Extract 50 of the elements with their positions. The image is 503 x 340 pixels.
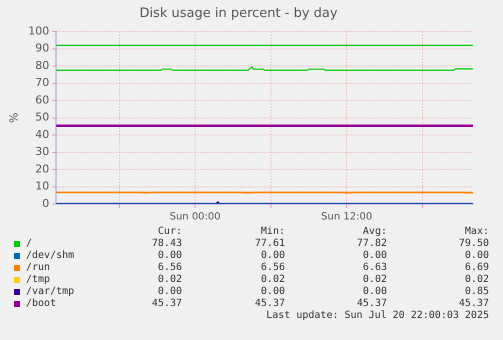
- text: 0.00: [260, 286, 285, 298]
- y-tick-label: 60: [35, 93, 50, 106]
- text: 0.00: [260, 250, 285, 262]
- text: 6.63: [362, 262, 387, 274]
- legend-label: /tmp: [26, 274, 50, 286]
- y-axis-title: %: [7, 112, 20, 124]
- text: 78.43: [150, 238, 182, 250]
- text: 6.56: [156, 262, 182, 274]
- text: 77.61: [254, 238, 285, 250]
- text: Min:: [260, 226, 285, 238]
- text: 0.00: [156, 286, 182, 298]
- text: 0.02: [260, 274, 285, 286]
- text: 0.00: [362, 286, 387, 298]
- text: 77.82: [356, 238, 387, 250]
- y-tick-label: 20: [35, 162, 50, 176]
- text: 0.02: [156, 274, 182, 286]
- text: Cur:: [156, 226, 182, 238]
- text: 0.85: [464, 286, 489, 298]
- text: 6.69: [464, 262, 489, 274]
- legend-label: /boot: [26, 298, 56, 310]
- text: 45.37: [254, 298, 285, 310]
- legend-label: /dev/shm: [26, 250, 74, 262]
- text: 0.00: [156, 250, 182, 262]
- text: Avg:: [362, 226, 387, 238]
- y-tick-label: 70: [35, 76, 50, 90]
- text: 0.02: [362, 274, 387, 286]
- text: 45.37: [150, 298, 182, 310]
- y-tick-label: 50: [35, 110, 50, 124]
- text: 0.02: [464, 274, 489, 286]
- x-tick-label: Sun 00:00: [170, 212, 221, 223]
- text: 0.00: [362, 250, 387, 262]
- y-tick-label: 10: [35, 180, 50, 193]
- text: Last update: Sun Jul 20 22:00:03 2025: [266, 310, 489, 322]
- legend-label: /var/tmp: [26, 286, 74, 298]
- legend-label: /: [26, 238, 32, 250]
- chart-title: Disk usage in percent - by day: [139, 6, 338, 22]
- text: Max:: [464, 226, 489, 238]
- y-tick-label: 90: [35, 42, 50, 55]
- text: 79.50: [458, 238, 489, 250]
- y-tick-label: 0: [42, 196, 50, 210]
- text: 6.56: [260, 262, 285, 274]
- legend-label: /run: [26, 262, 50, 274]
- y-tick-label: 30: [35, 145, 50, 158]
- text: 45.37: [458, 298, 489, 310]
- text: 45.37: [356, 298, 387, 310]
- text: 0.00: [464, 250, 489, 262]
- y-tick-label: 100: [28, 24, 50, 38]
- y-tick-label: 40: [35, 128, 50, 141]
- x-tick-label: Sun 12:00: [321, 212, 372, 223]
- y-tick-label: 80: [35, 58, 50, 72]
